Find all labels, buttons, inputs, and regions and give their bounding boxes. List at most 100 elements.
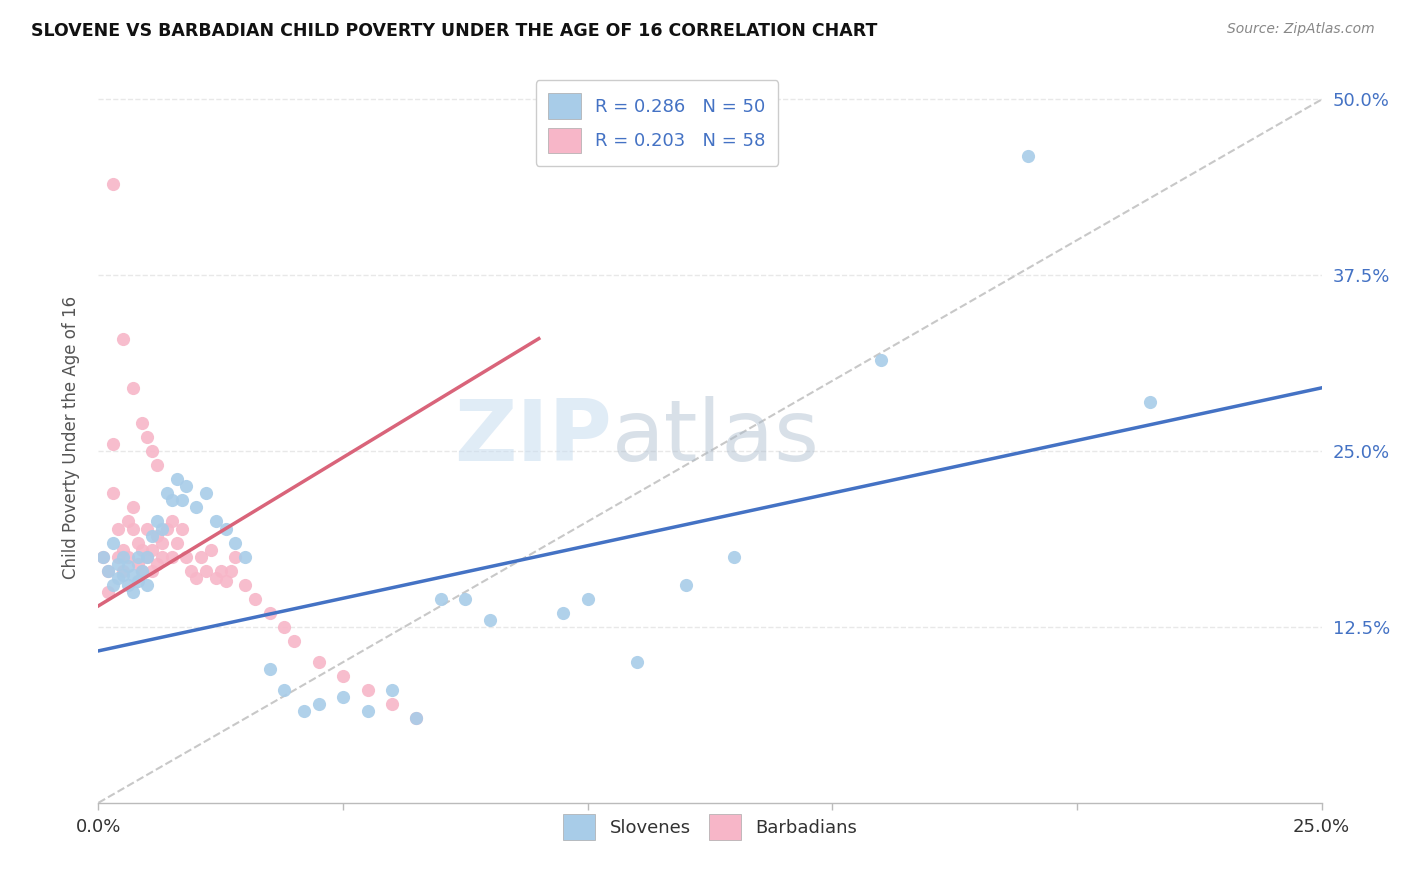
Point — [117, 559, 139, 574]
Point — [97, 564, 120, 578]
Point — [141, 528, 163, 542]
Point — [214, 521, 236, 535]
Point — [91, 549, 114, 564]
Point — [259, 606, 281, 620]
Point — [150, 535, 173, 549]
Point — [146, 515, 169, 529]
Point — [180, 564, 202, 578]
Point — [1139, 395, 1161, 409]
Point — [160, 549, 183, 564]
Point — [723, 549, 745, 564]
Point — [356, 705, 378, 719]
Point — [176, 479, 198, 493]
Legend: Slovenes, Barbadians: Slovenes, Barbadians — [554, 805, 866, 848]
Point — [205, 515, 228, 529]
Point — [136, 578, 159, 592]
Point — [454, 591, 477, 606]
Point — [870, 352, 893, 367]
Point — [111, 542, 134, 557]
Point — [121, 521, 143, 535]
Point — [121, 381, 143, 395]
Point — [136, 430, 159, 444]
Point — [141, 542, 163, 557]
Point — [1017, 149, 1039, 163]
Point — [91, 549, 114, 564]
Point — [107, 571, 129, 585]
Point — [259, 662, 281, 676]
Point — [160, 515, 183, 529]
Point — [107, 549, 129, 564]
Point — [224, 535, 246, 549]
Point — [283, 634, 305, 648]
Point — [243, 591, 266, 606]
Point — [224, 549, 246, 564]
Point — [233, 578, 256, 592]
Point — [101, 177, 124, 191]
Point — [146, 557, 169, 571]
Point — [273, 683, 295, 698]
Point — [170, 521, 193, 535]
Point — [430, 591, 453, 606]
Point — [186, 500, 208, 515]
Point — [127, 574, 149, 588]
Point — [111, 332, 134, 346]
Point — [292, 705, 315, 719]
Point — [176, 549, 198, 564]
Point — [209, 564, 232, 578]
Point — [160, 493, 183, 508]
Point — [131, 564, 153, 578]
Point — [121, 568, 143, 582]
Point — [356, 683, 378, 698]
Point — [146, 528, 169, 542]
Point — [308, 655, 330, 669]
Point — [101, 578, 124, 592]
Point — [111, 564, 134, 578]
Point — [117, 515, 139, 529]
Point — [117, 549, 139, 564]
Point — [97, 584, 120, 599]
Point — [233, 549, 256, 564]
Point — [141, 564, 163, 578]
Point — [127, 535, 149, 549]
Point — [332, 669, 354, 683]
Point — [214, 574, 236, 588]
Point — [136, 521, 159, 535]
Y-axis label: Child Poverty Under the Age of 16: Child Poverty Under the Age of 16 — [62, 295, 80, 579]
Point — [166, 472, 188, 486]
Point — [405, 711, 427, 725]
Point — [170, 493, 193, 508]
Point — [131, 564, 153, 578]
Point — [131, 416, 153, 430]
Point — [381, 683, 404, 698]
Point — [576, 591, 599, 606]
Point — [136, 549, 159, 564]
Point — [308, 698, 330, 712]
Point — [156, 521, 179, 535]
Point — [117, 578, 139, 592]
Point — [150, 521, 173, 535]
Point — [111, 549, 134, 564]
Point — [141, 444, 163, 458]
Point — [101, 486, 124, 500]
Text: ZIP: ZIP — [454, 395, 612, 479]
Point — [101, 535, 124, 549]
Point — [111, 568, 134, 582]
Point — [127, 549, 149, 564]
Point — [195, 564, 218, 578]
Point — [381, 698, 404, 712]
Point — [332, 690, 354, 705]
Point — [131, 542, 153, 557]
Point — [478, 613, 501, 627]
Point — [219, 564, 242, 578]
Point — [273, 620, 295, 634]
Text: Source: ZipAtlas.com: Source: ZipAtlas.com — [1227, 22, 1375, 37]
Point — [121, 584, 143, 599]
Point — [553, 606, 575, 620]
Point — [190, 549, 212, 564]
Point — [626, 655, 648, 669]
Point — [675, 578, 697, 592]
Point — [405, 711, 427, 725]
Point — [101, 437, 124, 451]
Text: atlas: atlas — [612, 395, 820, 479]
Point — [195, 486, 218, 500]
